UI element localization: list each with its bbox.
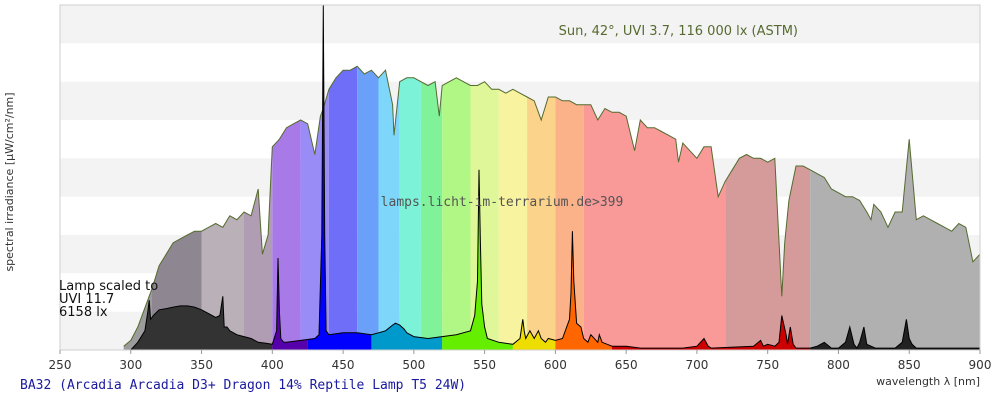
lamp-annotation-line2: UVI 11.7 <box>59 292 114 307</box>
x-axis-ticks: 250 300 350 400 450 500 550 600 650 700 750 800 850 9… <box>49 350 992 372</box>
lamp-annotation-line1: Lamp scaled to <box>59 279 158 294</box>
lamp-spectrum <box>60 4 980 351</box>
sun-area-band <box>378 70 400 350</box>
x-tick-label: 300 <box>119 358 142 372</box>
sun-area-band <box>583 104 726 350</box>
sun-area-band <box>244 146 273 350</box>
x-tick-label: 650 <box>615 358 638 372</box>
sun-area-band <box>810 139 980 350</box>
x-tick-label: 350 <box>190 358 213 372</box>
plot-frame <box>59 4 981 351</box>
x-tick-label: 850 <box>898 358 921 372</box>
x-tick-label: 750 <box>756 358 779 372</box>
sun-area-band <box>498 89 528 351</box>
x-tick-label: 600 <box>544 358 567 372</box>
grid-band <box>60 5 980 44</box>
sun-annotation: Sun, 42°, UVI 3.7, 116 000 lx (ASTM) <box>559 24 798 39</box>
lamp-area-band <box>60 296 273 350</box>
x-tick-label: 800 <box>827 358 850 372</box>
sun-spectrum-line <box>123 65 981 347</box>
lamp-area-band <box>371 323 443 350</box>
x-tick-label: 700 <box>685 358 708 372</box>
sun-area-band <box>399 77 421 351</box>
x-tick-label: 500 <box>402 358 425 372</box>
y-axis-label: spectral irradiance [µW/cm²/nm] <box>3 92 16 271</box>
lamp-area-band <box>810 319 980 350</box>
sun-area-band <box>442 77 471 351</box>
lamp-spectrum-line <box>60 4 980 351</box>
sun-area-band <box>420 81 443 350</box>
x-axis-label: wavelength λ [nm] <box>876 375 980 388</box>
sun-area-band <box>328 66 358 351</box>
x-tick-label: 550 <box>473 358 496 372</box>
lamp-area-band <box>442 169 513 350</box>
x-tick-label: 450 <box>332 358 355 372</box>
sun-area-band <box>555 97 584 350</box>
chart-caption: BA32 (Arcadia Arcadia D3+ Dragon 14% Rep… <box>20 378 466 393</box>
x-tick-label: 250 <box>49 358 72 372</box>
x-tick-label: 400 <box>261 358 284 372</box>
lamp-area-band <box>272 258 308 350</box>
lamp-annotation-line3: 6158 lx <box>59 305 108 320</box>
watermark-text: lamps.licht-im-terrarium.de>399 <box>381 195 624 210</box>
sun-area-band <box>357 66 379 351</box>
x-tick-label: 900 <box>969 358 992 372</box>
sun-area-band <box>725 154 811 350</box>
sun-area-band <box>527 97 556 350</box>
